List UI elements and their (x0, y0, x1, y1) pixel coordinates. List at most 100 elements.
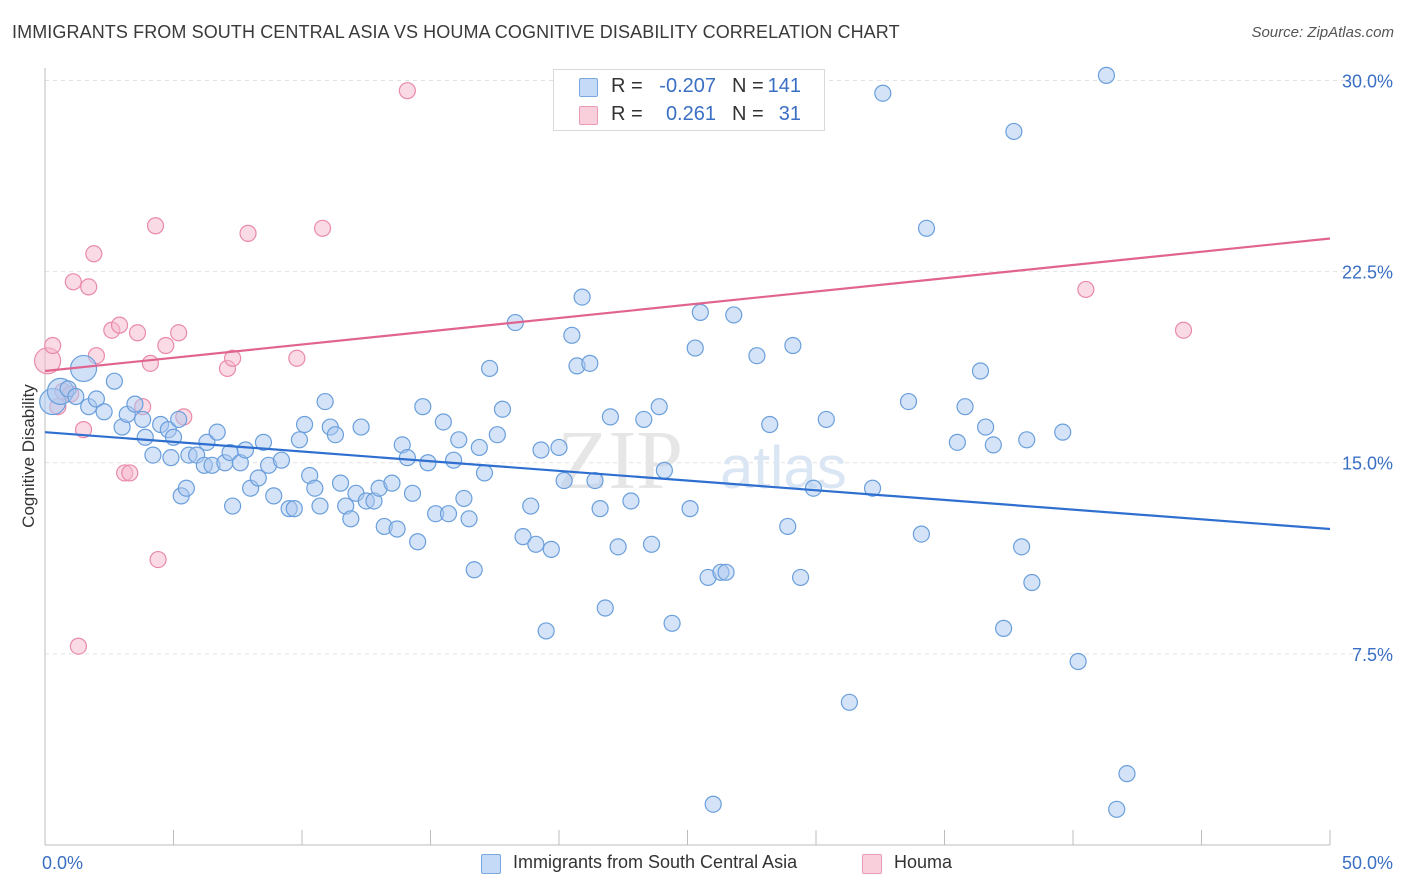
south-central-asia-point (635, 410, 653, 429)
south-central-asia-point (581, 354, 599, 372)
trend-lines (44, 237, 1331, 531)
blue-swatch (579, 78, 598, 97)
south-central-asia-point (537, 622, 555, 640)
south-central-asia-point (725, 306, 743, 324)
houma-point (149, 550, 167, 569)
n-value: 141 (767, 75, 801, 97)
south-central-asia-point (1108, 800, 1126, 818)
south-central-asia-point (1097, 66, 1116, 84)
axes (44, 68, 1331, 846)
south-central-asia-point (1005, 122, 1023, 141)
south-central-asia-point (542, 540, 560, 558)
houma-points (33, 82, 1193, 655)
houma-point (288, 349, 306, 367)
south-central-asia-point (691, 303, 709, 321)
south-central-asia-point (208, 423, 226, 441)
x-tick-labels: 0.0% 50.0% (42, 853, 1393, 873)
y-tick-labels: 7.5% 15.0% 22.5% 30.0% (1342, 71, 1393, 664)
south-central-asia-point (419, 454, 437, 472)
source-credit: Source: ZipAtlas.com (1251, 24, 1394, 41)
pink-swatch (862, 854, 882, 874)
gridlines (45, 79, 1370, 655)
south-central-asia-point (331, 474, 350, 492)
south-central-asia-point (236, 441, 255, 459)
south-central-asia-point (439, 505, 458, 523)
south-central-asia-point (573, 288, 591, 306)
houma-point (170, 324, 188, 342)
houma-point (44, 336, 62, 355)
south-central-asia-point (465, 561, 483, 579)
stats-row-south-central-asia: R = -0.207 N = 141 (554, 73, 824, 101)
south-central-asia-point (249, 469, 267, 487)
legend-label: Houma (894, 852, 953, 872)
south-central-asia-point (609, 538, 627, 556)
south-central-asia-point (522, 497, 540, 515)
south-central-asia-point (601, 408, 620, 426)
south-central-asia-point (265, 487, 283, 505)
south-central-asia-point (316, 392, 334, 411)
south-central-asia-point (311, 497, 329, 515)
pink-swatch (579, 106, 598, 125)
south-central-asia-point (460, 510, 478, 528)
south-central-asia-point (840, 693, 859, 711)
south-central-asia-point (555, 471, 573, 490)
x-tick-label-min: 0.0% (42, 853, 83, 873)
south-central-asia-point (1018, 431, 1036, 449)
south-central-asia-point (761, 415, 779, 434)
south-central-asia-point (1054, 423, 1072, 441)
south-central-asia-point (445, 451, 463, 469)
south-central-asia-point (995, 619, 1013, 637)
south-central-asia-point (455, 489, 473, 508)
south-central-asia-point (874, 84, 892, 102)
south-central-asia-point (1118, 765, 1136, 783)
south-central-asia-point (686, 339, 704, 357)
south-central-asia-point (409, 533, 427, 551)
south-central-asia-point (681, 500, 699, 518)
south-central-asia-point (514, 528, 532, 546)
south-central-asia-point (224, 497, 242, 515)
watermark-zip: ZIP (557, 414, 683, 507)
south-central-asia-point (198, 433, 216, 451)
houma-point (85, 245, 103, 263)
south-central-asia-point (398, 449, 416, 467)
south-central-asia-point (144, 446, 162, 464)
stats-row-houma: R = 0.261 N = 31 (554, 101, 824, 129)
watermark-atlas: atlas (720, 434, 847, 501)
y-tick-label: 15.0% (1342, 454, 1393, 474)
south-central-asia-point (290, 431, 309, 449)
south-central-asia-point (948, 433, 966, 451)
south-central-asia-point (655, 461, 673, 479)
south-central-asia-point (532, 441, 550, 459)
houma-point (80, 278, 98, 296)
south-central-asia-point (493, 400, 512, 418)
south-central-asia-point (352, 418, 370, 436)
south-central-asia-point (863, 479, 882, 497)
r-label: R = (611, 103, 643, 125)
south-central-asia-point (912, 525, 930, 543)
chart-title: IMMIGRANTS FROM SOUTH CENTRAL ASIA VS HO… (12, 22, 900, 42)
r-value: -0.207 (659, 75, 716, 97)
south-central-asia-point (984, 436, 1002, 454)
south-central-asia-point (326, 426, 345, 444)
south-central-asia-point (596, 599, 614, 617)
houma-point (121, 464, 139, 482)
stats-legend: R = -0.207 N = 141 R = 0.261 N = 31 (553, 69, 825, 131)
houma-point (224, 349, 242, 367)
south-central-asia-point (804, 479, 823, 497)
n-label: N = (732, 75, 764, 97)
houma-point (239, 224, 257, 242)
south-central-asia-point (527, 535, 545, 553)
south-central-asia-point (388, 520, 406, 538)
south-central-asia-point (622, 492, 640, 510)
houma-point (157, 336, 175, 355)
south-central-asia-point (383, 474, 401, 492)
south-central-asia-point (170, 410, 188, 429)
south-central-asia-point (550, 438, 568, 457)
south-central-asia-point (791, 568, 810, 587)
r-label: R = (611, 75, 643, 97)
houma-point (146, 217, 165, 235)
south-central-asia-point (784, 336, 802, 355)
south-central-asia-point (177, 479, 195, 497)
south-central-asia-point (971, 362, 990, 380)
south-central-asia-point (1069, 652, 1087, 671)
